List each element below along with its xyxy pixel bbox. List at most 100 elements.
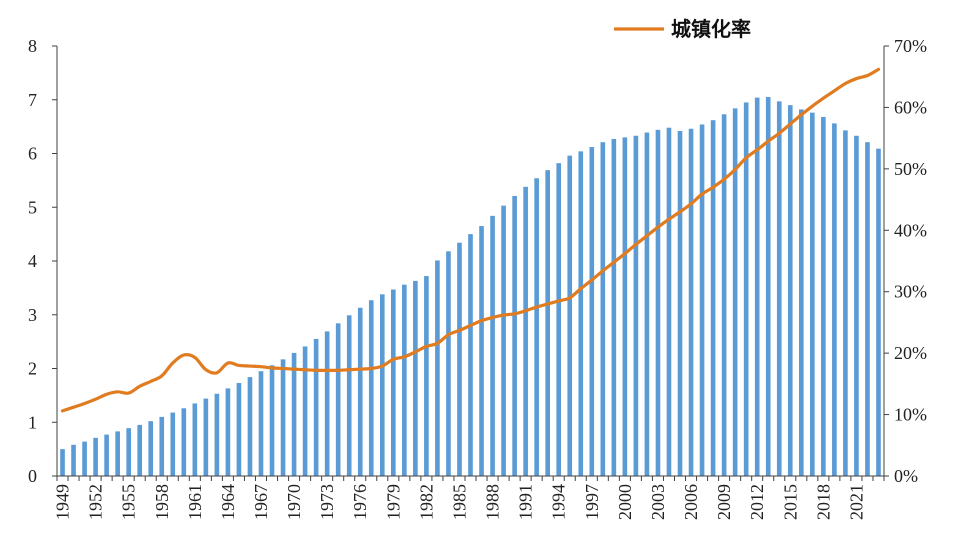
bar-1963 [214, 393, 220, 476]
x-tick-label: 1988 [483, 484, 503, 520]
bar-1972 [313, 338, 319, 476]
x-tick-label: 1982 [416, 484, 436, 520]
x-tick-label: 2015 [780, 484, 800, 520]
bar-1967 [258, 371, 264, 476]
bar-1990 [512, 195, 517, 476]
right-tick-label: 20% [894, 343, 927, 363]
bar-1981 [413, 280, 418, 476]
bar-1973 [324, 331, 330, 476]
left-tick-label: 8 [28, 36, 37, 56]
bar-1985 [457, 242, 462, 476]
bar-1999 [611, 138, 617, 477]
bar-2009 [721, 114, 727, 476]
x-tick-label: 2006 [681, 484, 701, 520]
bar-1993 [545, 170, 550, 476]
bar-1958 [159, 416, 165, 477]
x-tick-label: 1973 [317, 484, 337, 520]
x-tick-label: 1949 [53, 484, 73, 520]
right-tick-label: 30% [894, 282, 927, 302]
bar-1975 [346, 315, 352, 476]
bar-1957 [148, 421, 154, 476]
x-tick-label: 1985 [449, 484, 469, 520]
bar-1997 [589, 147, 595, 477]
bar-2002 [644, 132, 650, 477]
legend-label: 城镇化率 [671, 17, 751, 41]
bar-1989 [501, 205, 506, 476]
bar-2006 [688, 128, 694, 476]
x-tick-label: 2021 [846, 484, 866, 520]
x-tick-label: 1976 [350, 484, 370, 520]
bar-1964 [225, 388, 231, 476]
bar-1980 [402, 284, 407, 476]
bar-1971 [302, 346, 308, 476]
bar-2023 [876, 148, 881, 476]
x-tick-label: 1991 [516, 484, 536, 520]
x-tick-label: 2012 [747, 484, 767, 520]
bar-1969 [280, 359, 286, 476]
bar-2000 [622, 137, 628, 477]
bar-1982 [424, 276, 429, 476]
left-tick-label: 3 [28, 305, 37, 325]
bar-1977 [368, 300, 374, 476]
bar-1991 [523, 186, 528, 476]
right-tick-label: 0% [894, 466, 918, 486]
bar-2007 [699, 124, 705, 476]
bar-1970 [291, 352, 297, 476]
x-tick-label: 2018 [813, 484, 833, 520]
right-y-axis: 0% 10% 20% 30% 40% 50% 60% 70% [883, 36, 927, 486]
bar-1995 [567, 155, 573, 476]
right-tick-label: 10% [894, 405, 927, 425]
bar-2003 [655, 129, 661, 476]
bar-1953 [104, 434, 109, 476]
x-tick-label: 2003 [648, 484, 668, 520]
bar-2004 [666, 127, 672, 476]
x-tick-label: 1961 [185, 484, 205, 520]
bar-2017 [810, 112, 815, 477]
bar-2012 [754, 97, 760, 476]
x-tick-label: 1979 [383, 484, 403, 520]
bar-1962 [203, 398, 209, 476]
bar-2008 [710, 120, 716, 477]
bar-2020 [843, 130, 848, 476]
left-tick-label: 0 [28, 466, 37, 486]
urbanization-rate-line [60, 67, 881, 413]
legend: 城镇化率 [614, 17, 751, 41]
right-tick-label: 40% [894, 220, 927, 240]
bar-1976 [357, 307, 363, 476]
bar-2018 [821, 116, 826, 476]
bar-2014 [776, 101, 782, 477]
left-tick-label: 4 [28, 251, 37, 271]
bar-1960 [181, 408, 187, 476]
bar-1994 [556, 163, 562, 476]
bar-1983 [435, 260, 440, 476]
x-tick-label: 2000 [615, 484, 635, 520]
x-tick-label: 1955 [119, 484, 139, 520]
bar-1968 [269, 365, 275, 476]
bar-2021 [854, 135, 859, 476]
left-y-axis: 0 1 2 3 4 5 6 7 8 [28, 36, 58, 486]
bar-1979 [391, 289, 396, 476]
bar-1959 [170, 412, 176, 476]
bar-1996 [578, 151, 584, 476]
bar-1984 [446, 251, 451, 476]
left-tick-label: 1 [28, 412, 37, 432]
bar-1951 [82, 441, 87, 476]
right-tick-label: 60% [894, 97, 927, 117]
bar-2010 [732, 108, 738, 476]
left-tick-label: 5 [28, 197, 37, 217]
bar-1978 [379, 294, 385, 476]
bar-2022 [865, 142, 870, 476]
bar-2013 [765, 97, 771, 476]
bar-2015 [787, 105, 793, 477]
bar-1998 [600, 142, 606, 476]
bar-1949 [60, 449, 65, 477]
bar-1952 [93, 437, 98, 476]
bar-1966 [247, 377, 253, 476]
bar-1956 [137, 424, 143, 476]
right-tick-label: 70% [894, 36, 927, 56]
bar-2016 [798, 109, 804, 477]
x-tick-label: 1964 [218, 484, 238, 520]
left-tick-label: 6 [28, 144, 37, 164]
bar-1955 [126, 428, 131, 476]
bar-1987 [479, 226, 484, 476]
